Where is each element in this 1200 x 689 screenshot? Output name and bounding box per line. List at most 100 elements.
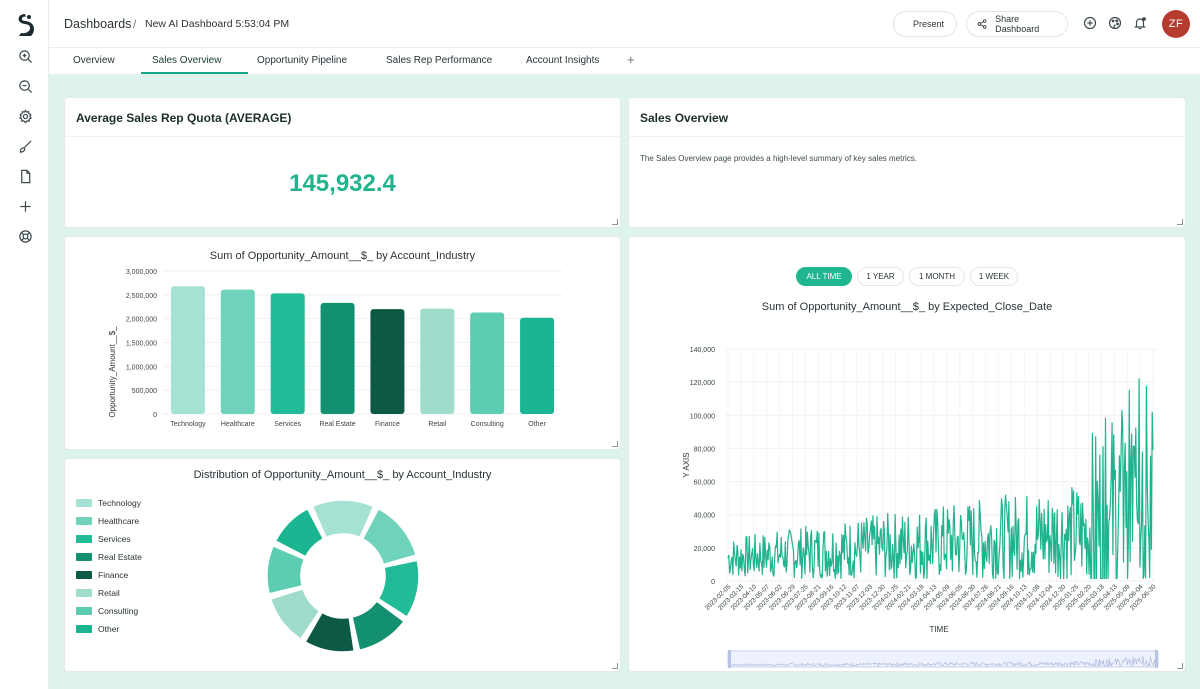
share-dashboard-button[interactable]: Share Dashboard [966,11,1068,37]
legend-swatch [76,535,92,543]
legend-item[interactable]: Other [76,623,119,635]
bar-retail [420,308,455,414]
bar-y-tick-label: 1,500,000 [126,341,157,348]
filter-1-week-button[interactable]: 1 WEEK [970,267,1018,286]
bar-y-tick-label: 2,500,000 [126,293,157,300]
line-x-axis-label: TIME [929,625,948,634]
donut-slice-technology [311,499,375,539]
notification-bell-icon[interactable] [1133,16,1147,30]
palette-icon[interactable] [1108,16,1122,30]
app-logo[interactable] [13,12,37,38]
bar-y-tick-label: 3,000,000 [126,269,157,276]
left-rail [0,0,49,689]
legend-swatch [76,517,92,525]
filter-1-month-button[interactable]: 1 MONTH [909,267,965,286]
legend-swatch [76,553,92,561]
tab-sales-overview[interactable]: Sales Overview [152,55,222,66]
resize-handle[interactable] [612,663,618,669]
gear-icon[interactable] [17,108,33,124]
bar-x-tick-label: Retail [428,421,446,428]
donut-chart-panel: Distribution of Opportunity_Amount__$_ b… [64,458,621,672]
top-header: Dashboards / New AI Dashboard 5:53:04 PM… [49,0,1200,48]
share-label: Share Dashboard [995,14,1040,34]
plus-icon[interactable] [17,198,33,214]
play-icon [904,23,905,25]
brush-icon[interactable] [17,138,33,154]
donut-slice-real-estate [351,600,405,651]
tab-overview[interactable]: Overview [73,55,115,66]
legend-item[interactable]: Real Estate [76,551,142,563]
bar-x-tick-label: Technology [170,421,206,428]
dashboard-tabs: Overview Sales Overview Opportunity Pipe… [49,48,1200,75]
line-chart: Y AXIS TIME 0 20,000 40,000 60,000 80,000 100… [682,347,1159,668]
bar-x-tick-label: Other [528,421,546,428]
present-label: Present [912,19,944,29]
range-slider-right-handle [1155,650,1158,668]
bar-finance [370,309,405,414]
legend-label: Consulting [98,606,139,616]
share-icon [977,19,987,29]
donut-chart-title: Distribution of Opportunity_Amount__$_ b… [193,469,492,481]
bar-chart-panel: Sum of Opportunity_Amount__$_ by Account… [64,236,621,450]
zoom-in-icon[interactable] [17,48,33,64]
donut-slice-services [377,559,420,618]
range-slider-preview [728,656,1158,668]
resize-handle[interactable] [1177,219,1183,225]
resize-handle[interactable] [612,219,618,225]
donut-slice-finance [304,611,355,653]
legend-item[interactable]: Services [76,533,131,545]
bar-x-tick-label: Finance [375,421,400,428]
bar-y-tick-label: 500,000 [132,388,157,395]
legend-label: Real Estate [98,552,142,562]
legend-swatch [76,571,92,579]
line-y-tick-label: 0 [711,579,715,586]
present-button[interactable]: Present [893,11,957,37]
donut-chart [266,499,420,653]
zoom-out-icon[interactable] [17,78,33,94]
range-slider-left-handle [728,650,731,668]
tab-account-insights[interactable]: Account Insights [526,55,600,66]
legend-label: Other [98,624,120,634]
resize-handle[interactable] [1177,663,1183,669]
breadcrumb-dashboards[interactable]: Dashboards [64,17,132,31]
filter-all-time-button[interactable]: ALL TIME [796,267,852,286]
line-y-tick-label: 100,000 [690,413,715,420]
document-icon[interactable] [17,168,33,184]
line-chart-title: Sum of Opportunity_Amount__$_ by Expecte… [761,301,1053,313]
legend-item[interactable]: Technology [76,497,141,509]
donut-slice-healthcare [361,508,417,566]
tab-opportunity-pipeline[interactable]: Opportunity Pipeline [257,55,348,66]
bar-x-tick-label: Consulting [471,421,504,428]
add-tab-button[interactable]: + [627,52,635,67]
resize-handle[interactable] [612,441,618,447]
legend-label: Services [98,534,131,544]
tab-sales-rep-performance[interactable]: Sales Rep Performance [386,55,493,66]
legend-item[interactable]: Retail [76,587,120,599]
bar-chart-title: Sum of Opportunity_Amount__$_ by Account… [209,250,476,262]
user-avatar[interactable]: ZF [1162,10,1190,38]
bar-x-tick-label: Real Estate [319,421,355,428]
line-y-tick-label: 140,000 [690,347,715,354]
kpi-panel-title: Average Sales Rep Quota (AVERAGE) [76,111,292,125]
breadcrumb-separator: / [133,17,137,31]
line-y-tick-label: 120,000 [690,380,715,387]
legend-item[interactable]: Finance [76,569,128,581]
bar-y-axis-label: Opportunity_Amount__$_ [108,326,117,418]
legend-swatch [76,589,92,597]
filter-1-year-button[interactable]: 1 YEAR [857,267,904,286]
legend-swatch [76,607,92,615]
legend-swatch [76,625,92,633]
help-lifebuoy-icon[interactable] [17,228,33,244]
dashboard-name[interactable]: New AI Dashboard 5:53:04 PM [145,18,290,30]
text-panel: Sales Overview The Sales Overview page p… [628,97,1186,228]
add-circle-icon[interactable] [1083,16,1097,30]
bar-services [270,293,305,414]
bar-x-tick-label: Healthcare [221,421,255,428]
legend-label: Finance [98,570,129,580]
bar-technology [170,286,205,414]
text-panel-description: The Sales Overview page provides a high-… [640,154,917,163]
legend-item[interactable]: Healthcare [76,515,139,527]
bar-x-tick-label: Services [274,421,301,428]
bar-y-tick-label: 0 [153,412,157,419]
legend-item[interactable]: Consulting [76,605,138,617]
